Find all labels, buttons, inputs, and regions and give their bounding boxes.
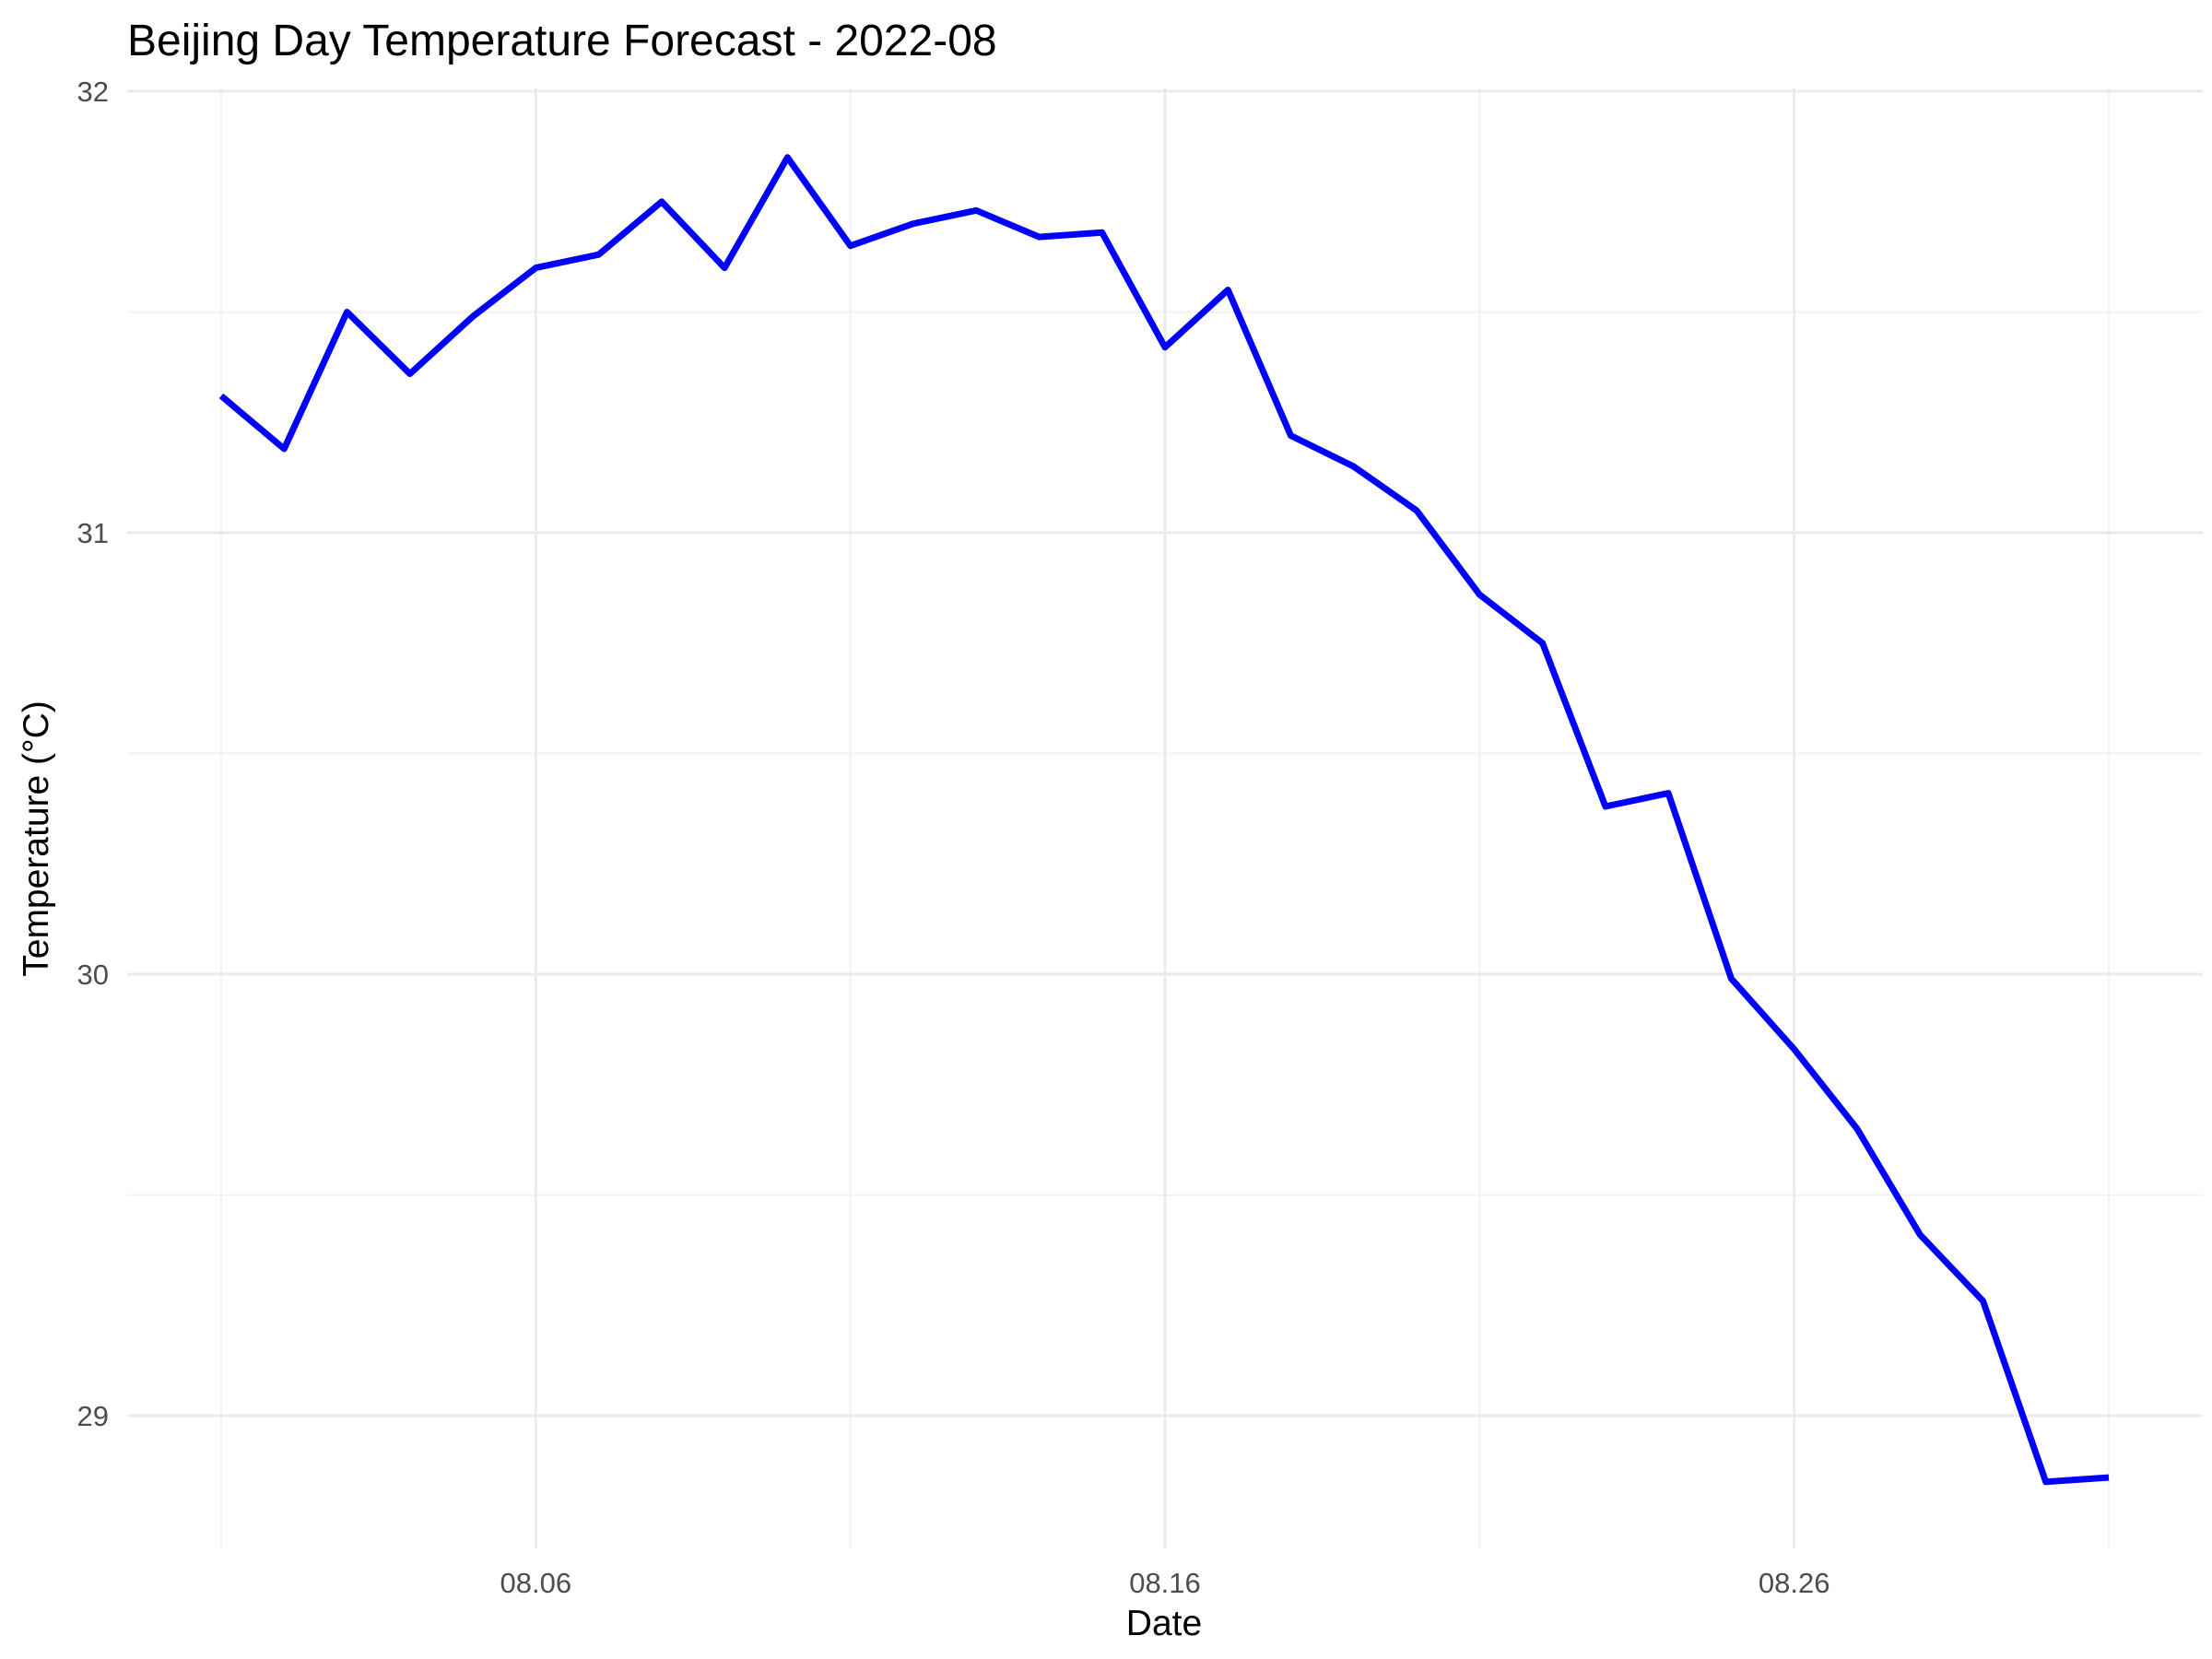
y-tick-labels: 29 30 31 32 [77, 76, 109, 1432]
y-tick-label: 30 [77, 959, 109, 991]
y-tick-label: 32 [77, 76, 109, 108]
x-tick-labels: 08.06 08.16 08.26 [500, 1567, 1830, 1599]
y-axis-title: Temperature (°C) [17, 700, 56, 977]
series-group [218, 154, 2110, 1486]
x-tick-label: 08.26 [1759, 1567, 1830, 1599]
grid-major [127, 88, 2203, 1548]
x-tick-label: 08.16 [1129, 1567, 1201, 1599]
chart-title: Beijing Day Temperature Forecast - 2022-… [127, 17, 997, 65]
y-tick-label: 31 [77, 517, 109, 549]
series-line [218, 154, 2110, 1486]
x-axis-title: Date [1126, 1604, 1202, 1643]
y-tick-label: 29 [77, 1400, 109, 1432]
x-tick-label: 08.06 [500, 1567, 572, 1599]
